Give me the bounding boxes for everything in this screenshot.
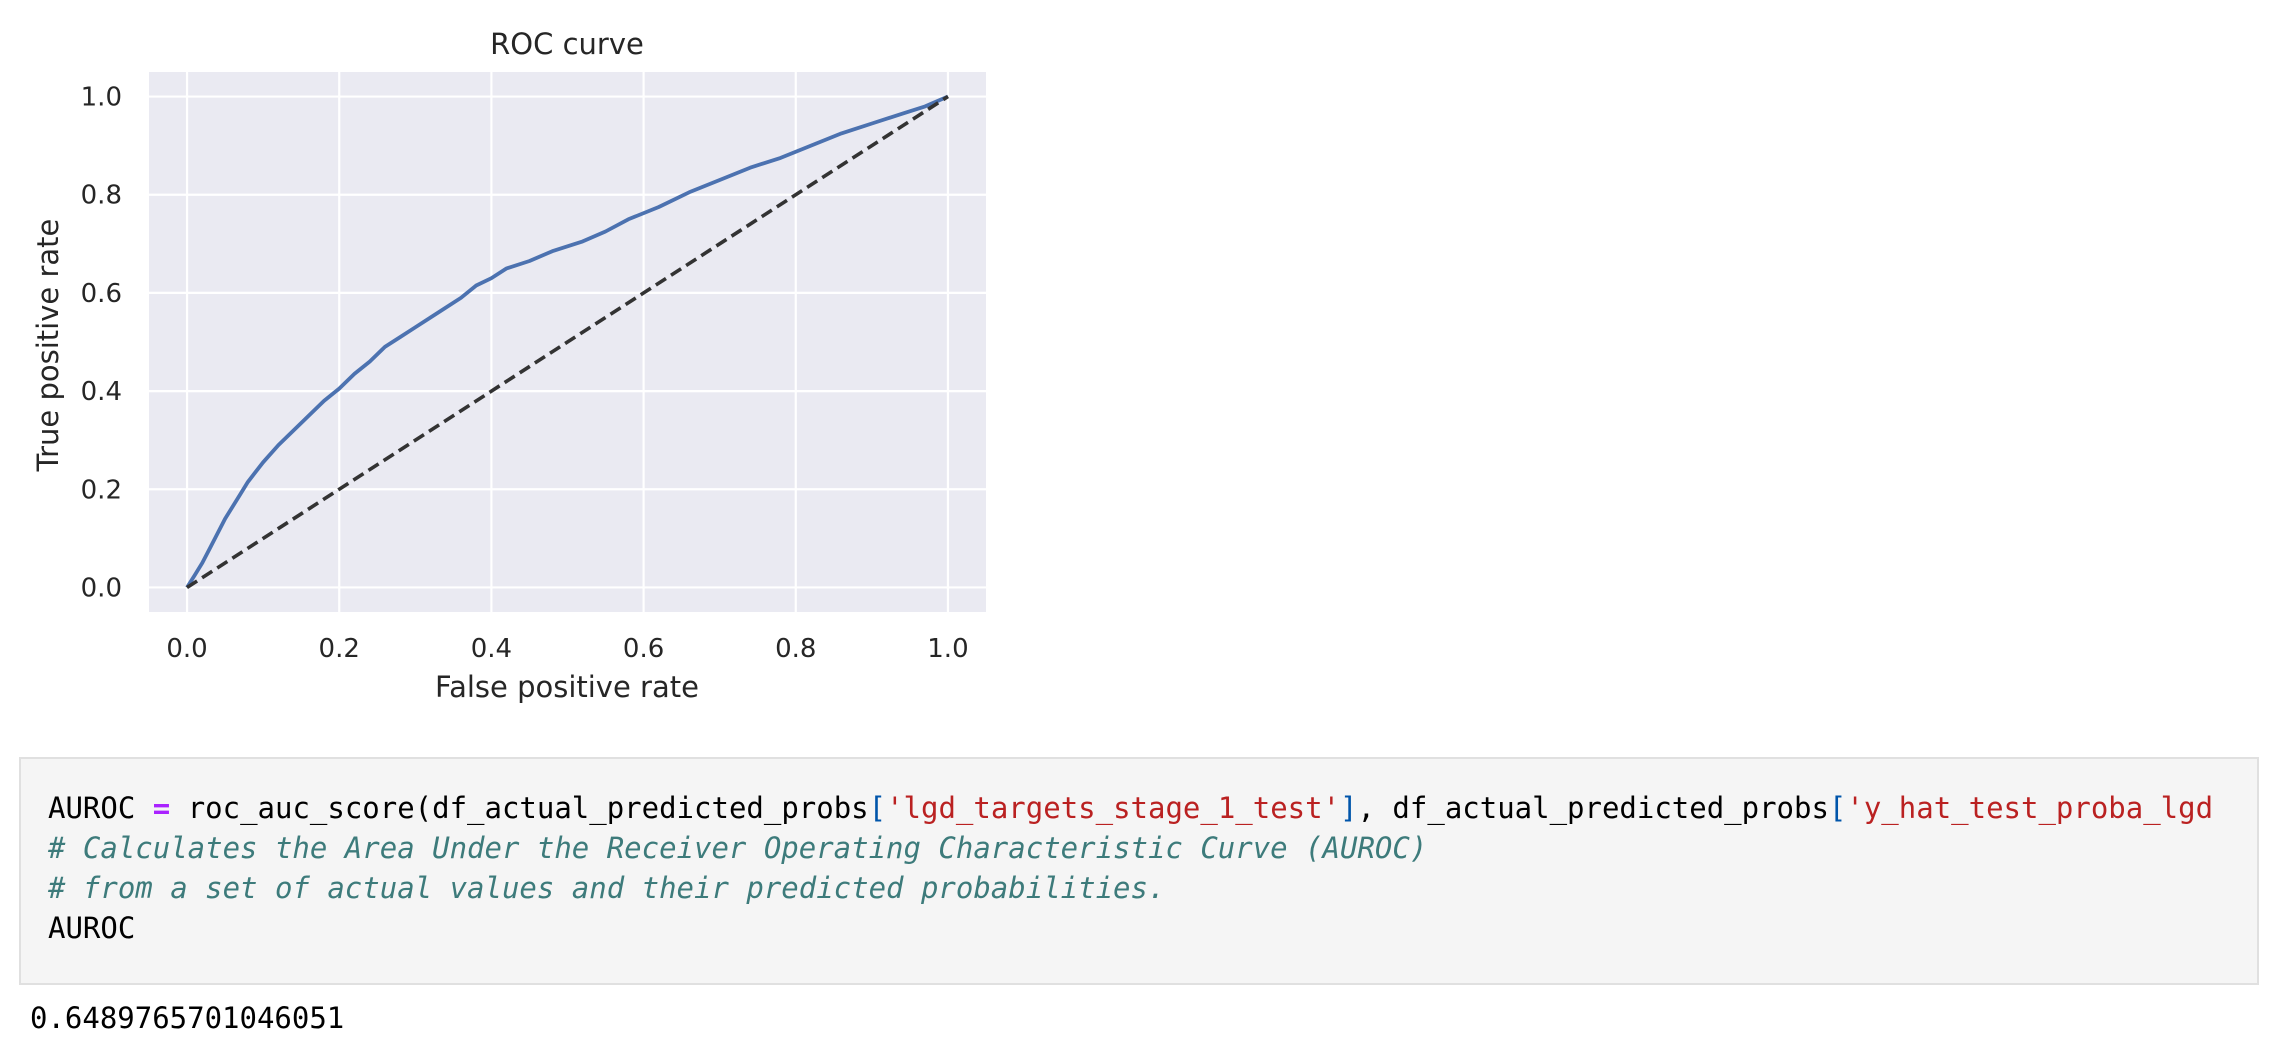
series-layer: [185, 94, 949, 590]
code-token: [: [868, 791, 887, 825]
cell-output: 0.6489765701046051: [30, 1001, 345, 1035]
code-token: AUROC: [48, 791, 153, 825]
code-token: 'y_hat_test_proba_lgd: [1846, 791, 2214, 825]
y-tick-label: 0.6: [81, 279, 122, 309]
diagonal-reference-line: [186, 94, 949, 590]
y-axis-label: True positive rate: [31, 219, 65, 473]
x-tick-label: 0.6: [623, 634, 664, 664]
code-token: =: [152, 791, 171, 825]
grid-lines: [149, 72, 986, 612]
code-token: 'lgd_targets_stage_1_test': [886, 791, 1341, 825]
y-tick-label: 0.8: [81, 181, 122, 211]
code-token: ]: [1340, 791, 1358, 825]
x-tick-label: 0.4: [471, 634, 512, 664]
x-tick-label: 0.0: [166, 634, 207, 664]
y-tick-label: 1.0: [81, 83, 122, 113]
code-editor[interactable]: AUROC = roc_auc_score(df_actual_predicte…: [48, 788, 2213, 948]
y-tick-label: 0.2: [81, 475, 122, 505]
code-token: # Calculates the Area Under the Receiver…: [48, 831, 1428, 865]
code-token: [: [1828, 791, 1847, 825]
x-tick-label: 0.8: [775, 634, 816, 664]
x-tick-label: 1.0: [927, 634, 968, 664]
code-token: # from a set of actual values and their …: [48, 871, 1166, 905]
roc-chart-output: 0.0 0.2 0.4 0.6 0.8 1.0 0.0 0.2 0.4 0.6 0.8 1.0 ROC…: [0, 0, 1010, 720]
y-tick-label: 0.0: [81, 573, 122, 603]
chart-title: ROC curve: [490, 27, 644, 61]
code-token: , df_actual_predicted_probs: [1357, 791, 1829, 825]
tick-labels: 0.0 0.2 0.4 0.6 0.8 1.0 0.0 0.2 0.4 0.6 0.8 1.0: [81, 83, 969, 664]
roc-chart: 0.0 0.2 0.4 0.6 0.8 1.0 0.0 0.2 0.4 0.6 0.8 1.0 ROC…: [31, 27, 986, 704]
x-axis-label: False positive rate: [435, 670, 699, 704]
code-token: roc_auc_score(df_actual_predicted_probs: [170, 791, 869, 825]
x-tick-label: 0.2: [319, 634, 360, 664]
code-token: AUROC: [48, 911, 136, 945]
y-tick-label: 0.4: [81, 377, 122, 407]
code-cell[interactable]: AUROC = roc_auc_score(df_actual_predicte…: [19, 757, 2259, 985]
roc-curve-line: [185, 94, 949, 589]
